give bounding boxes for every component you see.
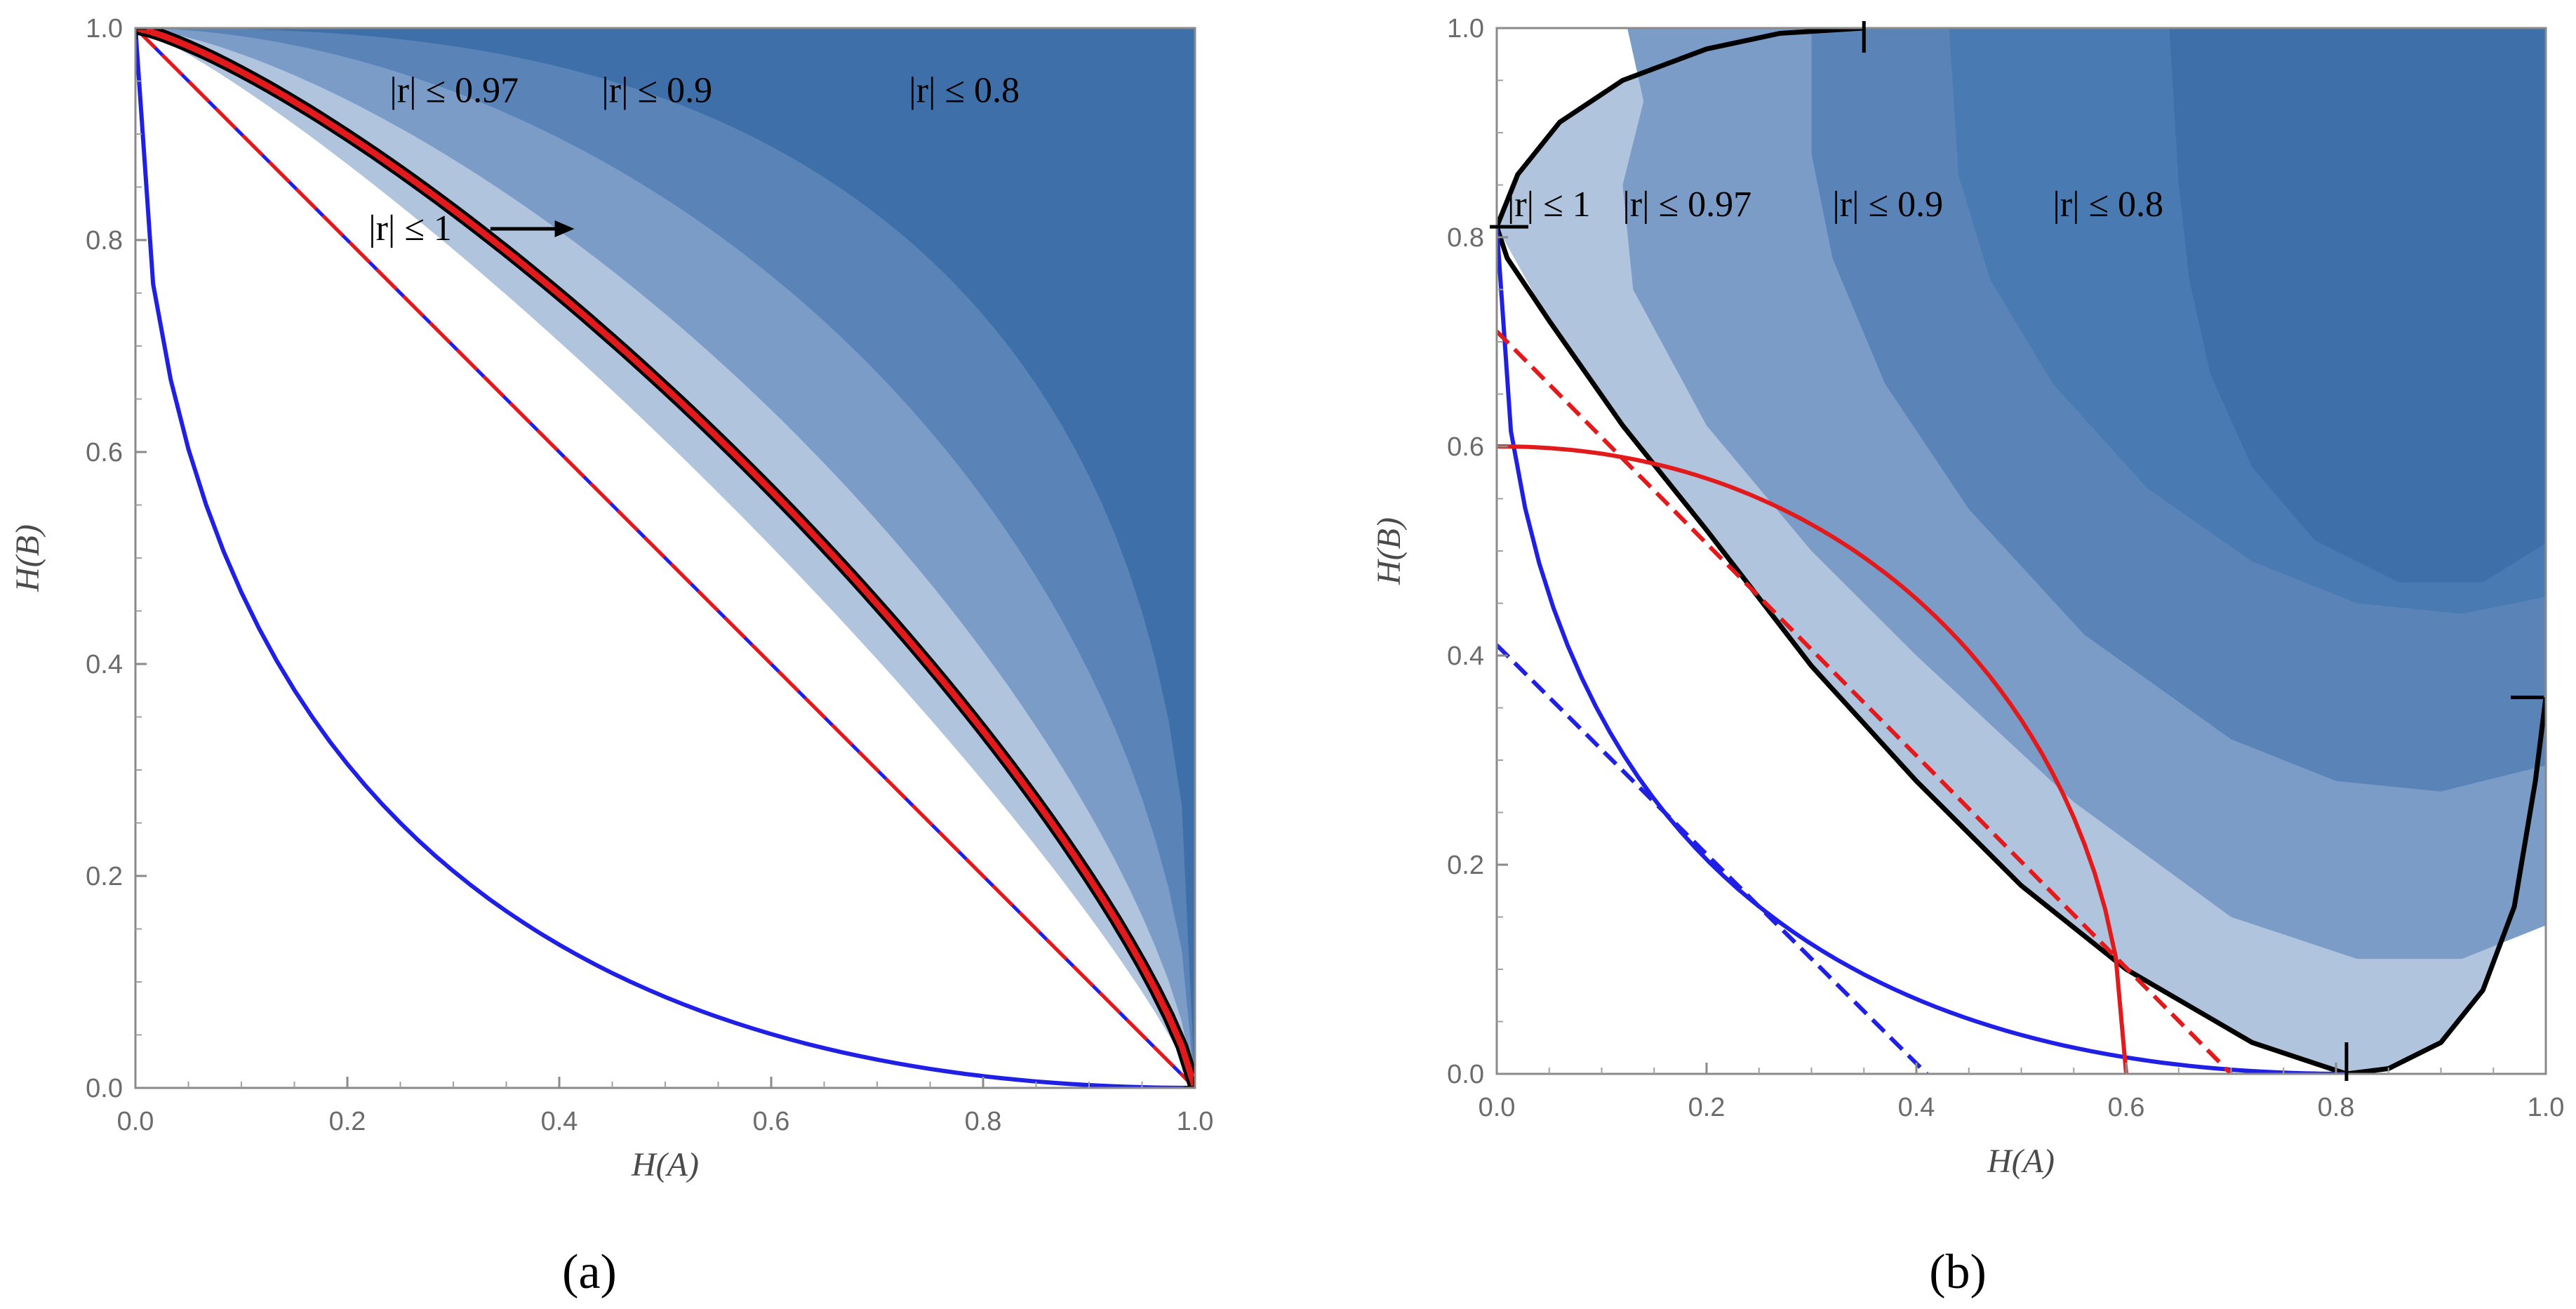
panel-b-ytick-label: 0.2 [1447, 851, 1484, 880]
panel-b-caption: (b) [1929, 1245, 1987, 1299]
panel-a-ylabel: H(B) [9, 524, 46, 592]
panel-a-region-label: |r| ≤ 1 [368, 208, 452, 248]
panel-a-ticks: 0.0 0.2 0.4 0.6 0.8 1.0 0.0 0.2 0.4 0.6 0.8 1.0 [86, 14, 1213, 1136]
panel-b: 0.0 0.2 0.4 0.6 0.8 1.0 0.0 0.2 0.4 0.6 0.8 1.0 |r|… [1370, 14, 2564, 1299]
panel-a-region-labels: |r| ≤ 0.97 |r| ≤ 0.9 |r| ≤ 0.8 |r| ≤ 1 [368, 71, 1020, 248]
panel-b-red-solid [1497, 444, 2128, 1074]
panel-b-region-label: |r| ≤ 0.97 [1622, 185, 1751, 225]
panel-a-regions [135, 28, 1195, 1088]
panel-a-curves [135, 28, 1195, 1088]
panel-b-xtick-label: 0.6 [2108, 1093, 2145, 1122]
panel-b-ytick-label: 0.8 [1447, 223, 1484, 253]
panel-b-regions [1497, 28, 2546, 1074]
panel-b-ylabel: H(B) [1370, 517, 1408, 585]
panel-a-xtick-label: 0.6 [753, 1107, 790, 1136]
panel-b-xlabel: H(A) [1987, 1143, 2055, 1180]
panel-a-xlabel: H(A) [631, 1146, 699, 1183]
panel-b-xtick-label: 0.2 [1688, 1093, 1726, 1122]
panel-b-red-dashed [1497, 329, 2233, 1074]
panel-b-curves [1497, 28, 2546, 1074]
panel-a-xtick-label: 0.2 [329, 1107, 366, 1136]
panel-a-arrow-head [554, 220, 575, 237]
panel-b-ytick-label: 0.0 [1447, 1060, 1484, 1089]
panel-a-caption: (a) [562, 1245, 617, 1299]
panel-a-blue-curve [135, 28, 1195, 1088]
panel-b-ticks: 0.0 0.2 0.4 0.6 0.8 1.0 0.0 0.2 0.4 0.6 0.8 1.0 [1447, 14, 2564, 1122]
panel-a-region-label: |r| ≤ 0.97 [389, 71, 519, 111]
panel-a-boundary-red [135, 28, 1195, 1088]
panel-a-xtick-label: 0.4 [541, 1107, 578, 1136]
panel-a-ytick-label: 0.6 [86, 438, 123, 467]
panel-b-markers [1490, 21, 2544, 1081]
panel-a-region-label: |r| ≤ 0.8 [909, 71, 1020, 111]
panel-a-xtick-label: 1.0 [1177, 1107, 1214, 1136]
panel-a-xtick-label: 0.8 [965, 1107, 1002, 1136]
panel-a-contour [135, 28, 1195, 1088]
panel-b-black-boundary [1497, 28, 2546, 1074]
panel-a-ytick-label: 0.0 [86, 1074, 123, 1103]
panel-a-ytick-label: 0.2 [86, 862, 123, 891]
panel-b-ytick-label: 1.0 [1447, 14, 1484, 44]
panel-b-contour [2169, 28, 2546, 583]
panel-a: 0.0 0.2 0.4 0.6 0.8 1.0 0.0 0.2 0.4 0.6 0.8 1.0 |r|… [9, 14, 1213, 1299]
panel-b-xtick-label: 0.0 [1479, 1093, 1516, 1122]
panel-b-region-label: |r| ≤ 1 [1507, 185, 1591, 225]
panel-b-ytick-label: 0.6 [1447, 432, 1484, 462]
panel-b-region-label: |r| ≤ 0.9 [1832, 185, 1943, 225]
panel-a-region-label: |r| ≤ 0.9 [601, 71, 712, 111]
panel-b-blue-solid [1497, 226, 2347, 1074]
panel-a-ytick-label: 1.0 [86, 14, 123, 44]
panel-a-ytick-label: 0.8 [86, 226, 123, 255]
panel-b-xtick-label: 0.8 [2318, 1093, 2355, 1122]
panel-b-blue-dashed [1497, 643, 1929, 1074]
panel-b-xtick-label: 1.0 [2528, 1093, 2565, 1122]
panel-b-region-labels: |r| ≤ 1 |r| ≤ 0.97 |r| ≤ 0.9 |r| ≤ 0.8 [1507, 185, 2163, 225]
panel-a-contour [135, 28, 1195, 1088]
panel-b-xtick-label: 0.4 [1898, 1093, 1935, 1122]
panel-a-ytick-label: 0.4 [86, 650, 123, 679]
panel-a-xtick-label: 0.0 [117, 1107, 154, 1136]
panel-b-region-label: |r| ≤ 0.8 [2053, 185, 2163, 225]
panel-b-ytick-label: 0.4 [1447, 642, 1484, 671]
panel-a-diagonal-red [135, 28, 1195, 1088]
